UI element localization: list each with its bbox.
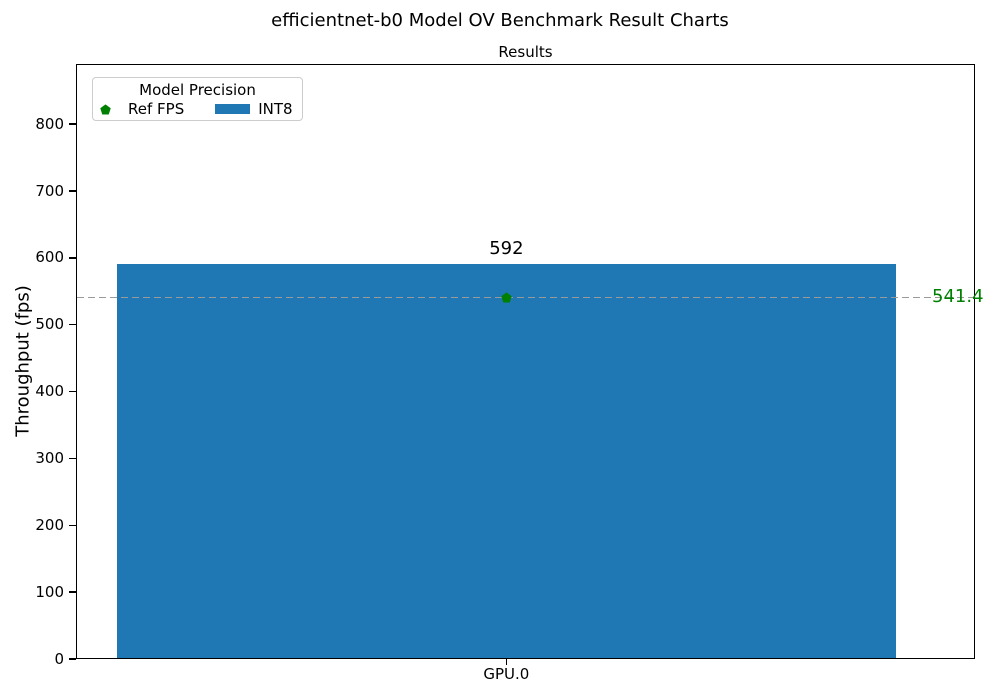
y-tick-mark — [69, 457, 76, 460]
y-tick-mark — [69, 524, 76, 526]
legend: Model Precision Ref FPS INT8 — [92, 77, 303, 121]
y-tick-label: 300 — [35, 448, 64, 467]
y-tick-label: 400 — [35, 382, 64, 401]
y-tick-label: 0 — [54, 649, 64, 668]
plot-area: 592 541.4 Model Precision Ref FPS INT8 — [76, 64, 984, 659]
legend-title: Model Precision — [139, 81, 256, 99]
y-tick-label: 600 — [35, 248, 64, 267]
y-tick-mark — [69, 390, 76, 393]
axes-title: Results — [498, 43, 553, 61]
y-tick-mark — [69, 257, 76, 259]
y-tick-mark — [69, 190, 76, 192]
chart-title: efficientnet-b0 Model OV Benchmark Resul… — [271, 10, 729, 31]
ref-fps-marker — [501, 292, 512, 303]
y-axis-label: Throughput (fps) — [12, 285, 34, 437]
y-tick-label: 200 — [35, 515, 64, 534]
ref-fps-legend-pentagon-icon — [100, 103, 111, 114]
y-tick-label: 500 — [35, 315, 64, 334]
reference-value-label: 541.4 — [932, 286, 984, 308]
legend-label-int8: INT8 — [258, 100, 293, 118]
legend-entries: Ref FPS INT8 — [93, 99, 302, 119]
x-tick-label: GPU.0 — [483, 665, 530, 683]
legend-label-ref-fps: Ref FPS — [128, 100, 185, 118]
y-tick-mark — [69, 658, 76, 660]
y-tick-mark — [69, 591, 76, 593]
y-tick-label: 700 — [35, 181, 64, 200]
y-tick-label: 100 — [35, 582, 64, 601]
y-tick-mark — [69, 324, 76, 326]
bar-value-label: 592 — [489, 237, 524, 259]
int8-legend-swatch — [215, 104, 251, 114]
x-tick-mark — [505, 659, 508, 665]
y-tick-label: 800 — [35, 114, 64, 133]
bar-int8 — [116, 263, 897, 658]
y-tick-mark — [69, 123, 76, 125]
reference-line — [77, 296, 974, 298]
